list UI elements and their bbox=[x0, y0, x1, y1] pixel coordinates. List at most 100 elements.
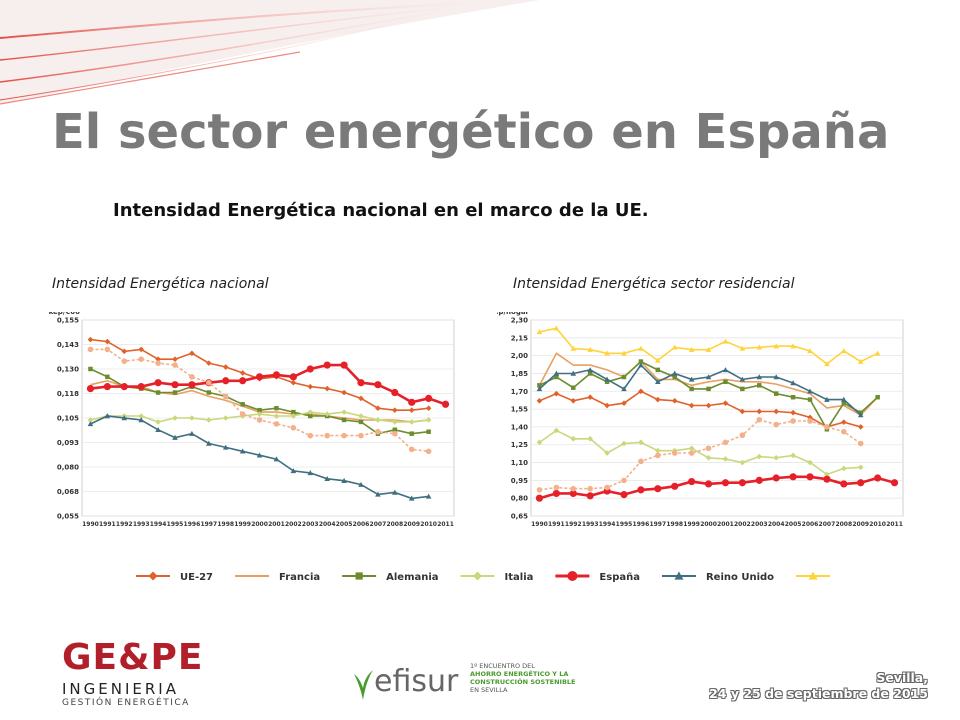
data-point bbox=[306, 365, 314, 373]
y-tick-label: 1,55 bbox=[511, 406, 528, 414]
x-tick-label: 1992 bbox=[116, 521, 133, 528]
data-point bbox=[721, 479, 730, 487]
data-point bbox=[874, 474, 882, 482]
data-point bbox=[638, 388, 644, 395]
data-point bbox=[688, 477, 696, 486]
x-tick-label: 1999 bbox=[683, 521, 700, 528]
series-line bbox=[539, 418, 862, 491]
legend-item-ue27: UE-27 bbox=[136, 571, 213, 583]
data-point bbox=[807, 388, 813, 394]
x-tick-label: 1992 bbox=[565, 521, 582, 528]
data-point bbox=[357, 379, 365, 387]
data-point bbox=[120, 383, 128, 391]
data-point bbox=[756, 453, 763, 460]
y-tick-label: 2,00 bbox=[511, 352, 528, 360]
data-point bbox=[857, 464, 864, 471]
data-point bbox=[323, 361, 331, 369]
data-point bbox=[621, 386, 627, 392]
data-point bbox=[875, 394, 880, 400]
series-reino_unido bbox=[536, 362, 864, 418]
legend-marker bbox=[567, 571, 578, 581]
data-point bbox=[604, 402, 610, 409]
data-point bbox=[621, 350, 627, 356]
y-tick-label: 2,15 bbox=[511, 334, 528, 342]
data-point bbox=[587, 346, 593, 352]
data-point bbox=[222, 393, 229, 400]
data-point bbox=[392, 430, 398, 437]
x-tick-label: 1998 bbox=[217, 521, 234, 528]
data-point bbox=[841, 348, 847, 354]
x-tick-label: 2003 bbox=[302, 521, 319, 528]
data-point bbox=[137, 383, 145, 391]
legend-label: Reino Unido bbox=[706, 572, 774, 583]
x-tick-label: 2000 bbox=[700, 521, 717, 528]
data-point bbox=[257, 407, 262, 413]
data-point bbox=[587, 394, 593, 401]
x-tick-label: 2000 bbox=[251, 521, 268, 528]
x-tick-label: 1998 bbox=[666, 521, 683, 528]
data-point bbox=[722, 456, 729, 462]
data-point bbox=[155, 360, 161, 366]
data-point bbox=[857, 479, 865, 487]
data-point bbox=[790, 452, 796, 459]
x-tick-label: 2009 bbox=[852, 521, 869, 528]
y-tick-label: 1,70 bbox=[511, 388, 528, 396]
efisur-desc-line: AHORRO ENERGÉTICO Y LA bbox=[470, 670, 569, 678]
data-point bbox=[570, 345, 577, 351]
legend-item-espana: España bbox=[555, 571, 640, 583]
data-point bbox=[172, 362, 178, 368]
data-point bbox=[723, 379, 728, 385]
data-point bbox=[604, 450, 610, 456]
data-point bbox=[756, 344, 763, 350]
data-point bbox=[103, 383, 111, 391]
gepe-logo: GE&PE INGENIERIA GESTIÓN ENERGÉTICA bbox=[62, 640, 203, 710]
data-point bbox=[340, 361, 348, 369]
data-point bbox=[341, 417, 347, 423]
data-point bbox=[671, 344, 678, 350]
y-tick-label: 1,10 bbox=[511, 459, 528, 467]
event-dates: 24 y 25 de septiembre de 2015 bbox=[709, 686, 928, 701]
efisur-logo: efisur 1º ENCUENTRO DEL AHORRO ENERGÉTIC… bbox=[352, 660, 575, 710]
data-point bbox=[272, 371, 281, 379]
x-tick-label: 2007 bbox=[819, 521, 836, 528]
data-point bbox=[841, 428, 847, 435]
data-point bbox=[705, 402, 712, 409]
data-point bbox=[341, 477, 347, 483]
data-point bbox=[638, 345, 644, 351]
data-point bbox=[672, 374, 677, 380]
data-point bbox=[773, 391, 779, 396]
x-tick-label: 1991 bbox=[548, 521, 565, 528]
data-point bbox=[206, 360, 212, 366]
data-point bbox=[121, 348, 128, 355]
data-point bbox=[425, 493, 432, 499]
x-tick-label: 2007 bbox=[370, 521, 387, 528]
data-point bbox=[88, 366, 93, 372]
series-irlanda bbox=[536, 325, 881, 367]
data-point bbox=[222, 377, 230, 385]
series-reino_unido bbox=[87, 413, 432, 501]
data-point bbox=[104, 413, 111, 419]
data-point bbox=[874, 350, 881, 356]
y-tick-label: 0,95 bbox=[511, 477, 528, 485]
x-tick-label: 2002 bbox=[734, 521, 751, 528]
data-point bbox=[857, 358, 864, 364]
data-point bbox=[738, 479, 746, 487]
data-point bbox=[324, 385, 330, 392]
data-point bbox=[638, 362, 644, 368]
data-point bbox=[739, 376, 746, 382]
data-point bbox=[840, 480, 848, 488]
data-point bbox=[705, 374, 712, 380]
data-point bbox=[256, 411, 263, 417]
data-point bbox=[570, 435, 577, 442]
data-point bbox=[688, 445, 695, 452]
y-tick-label: 0,65 bbox=[511, 513, 528, 521]
y-tick-label: 0,055 bbox=[57, 513, 79, 521]
data-point bbox=[426, 429, 431, 434]
data-point bbox=[790, 418, 796, 424]
series-italia bbox=[536, 427, 864, 478]
y-tick-label: 1,85 bbox=[511, 370, 528, 378]
data-point bbox=[341, 432, 347, 439]
data-point bbox=[341, 409, 347, 415]
data-point bbox=[121, 358, 128, 364]
series-ue27 bbox=[536, 388, 864, 430]
